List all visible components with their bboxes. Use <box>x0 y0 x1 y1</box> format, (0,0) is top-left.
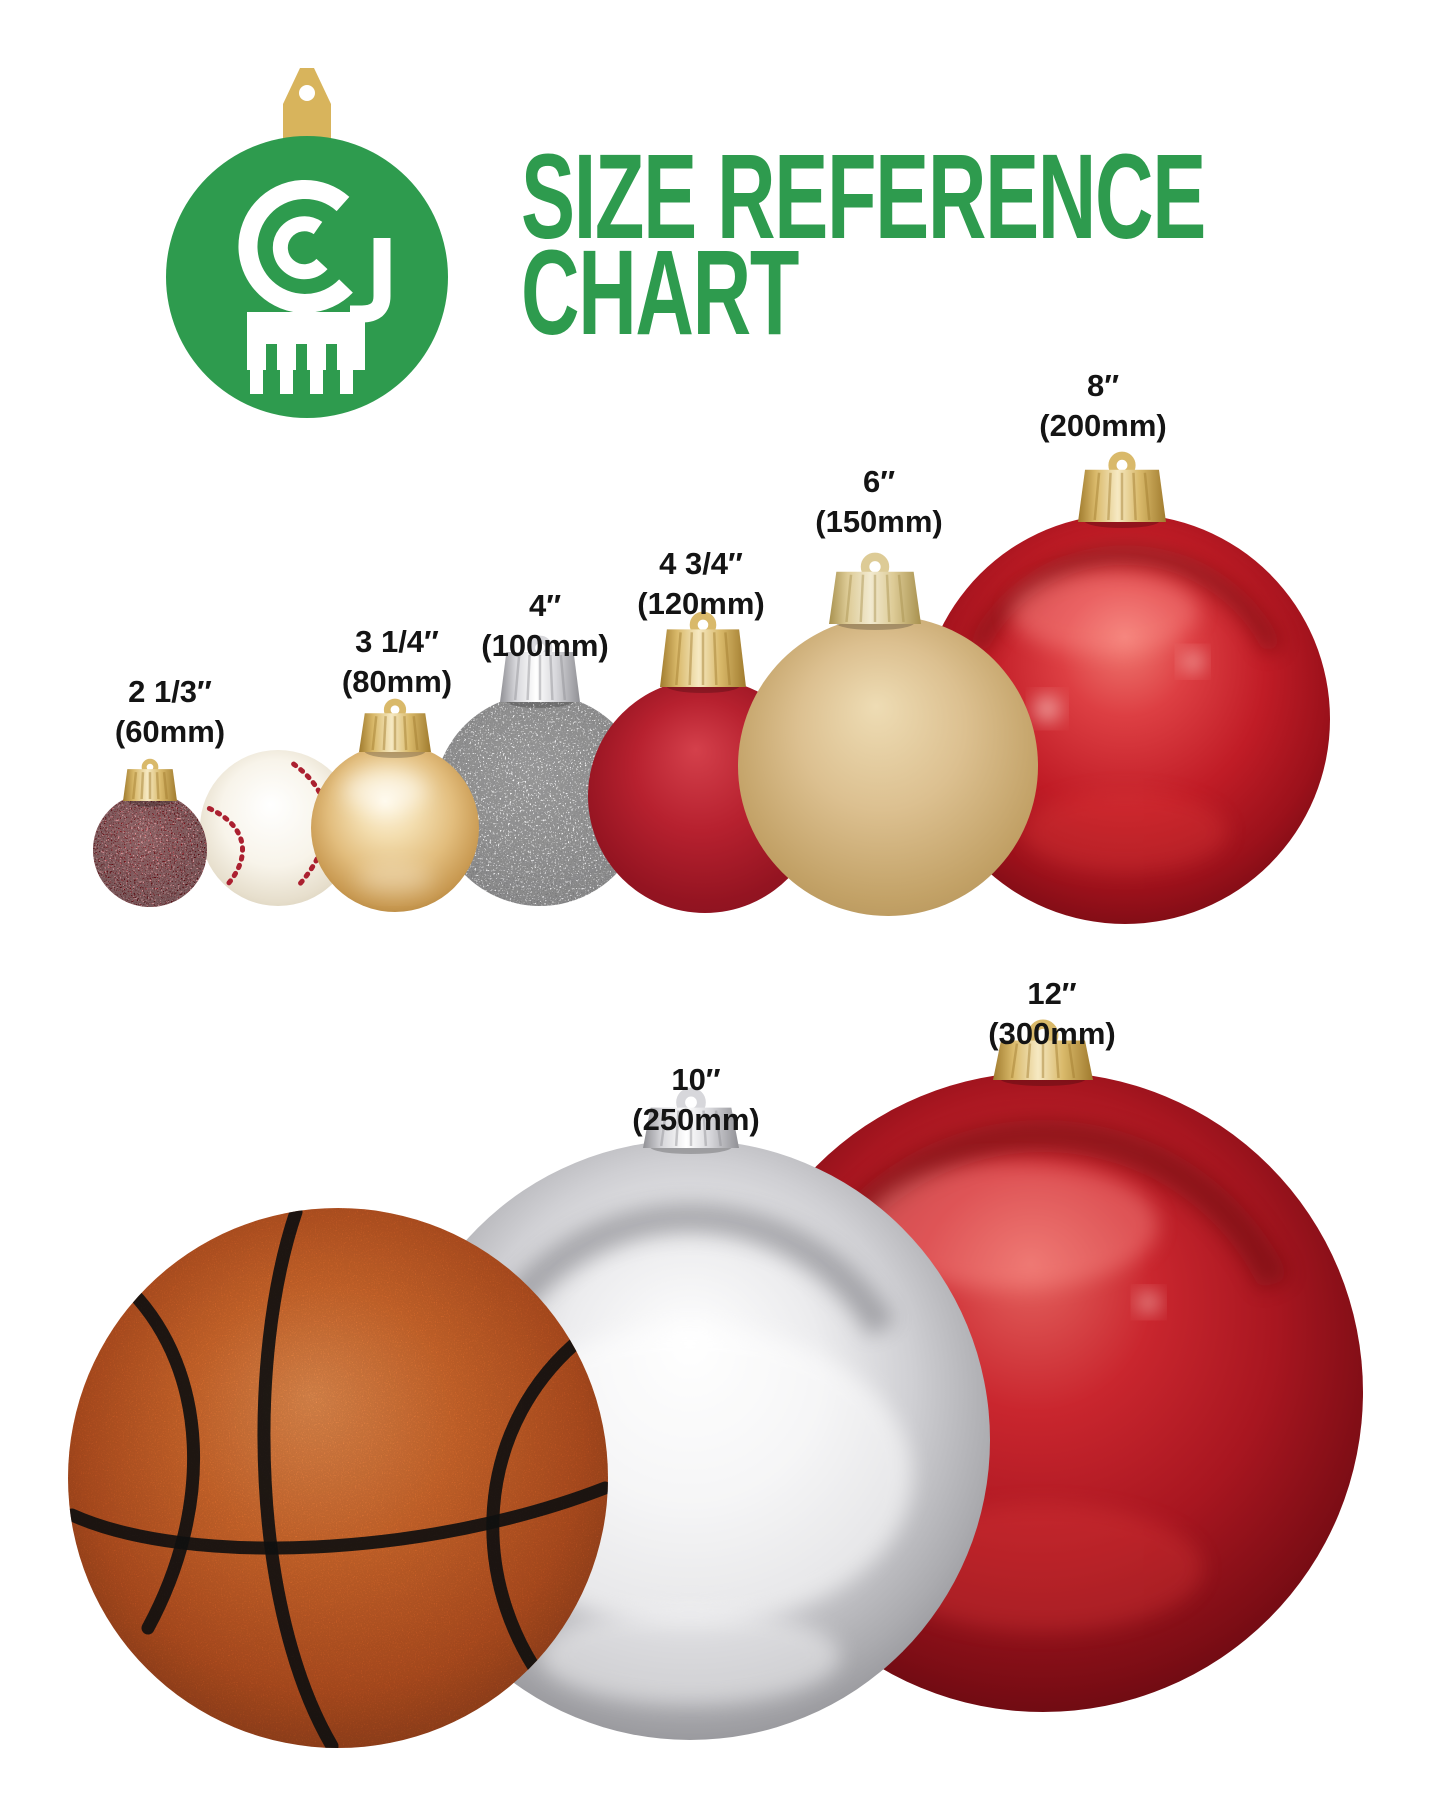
page-title: SIZE REFERENCE CHART <box>521 128 1206 360</box>
page-title-line2: CHART <box>521 224 799 360</box>
size-label-100mm: 4″ (100mm) <box>481 588 609 663</box>
measuring-tape-glyph <box>238 179 391 394</box>
size-label-150mm: 6″ (150mm) <box>815 464 943 539</box>
size-label-120mm: 4 3/4″ (120mm) <box>637 546 765 621</box>
ornament-measuring-tape-icon <box>166 68 448 418</box>
size-label-200mm: 8″ (200mm) <box>1039 368 1167 443</box>
size-label-300mm: 12″ (300mm) <box>988 976 1116 1051</box>
size-label-80mm: 3 1/4″ (80mm) <box>341 624 453 699</box>
page-title-line1: SIZE REFERENCE <box>521 128 1206 264</box>
ornament-cap-hole <box>299 85 315 101</box>
size-label-60mm: 2 1/3″ (60mm) <box>114 674 226 749</box>
ornament-60mm-ball <box>93 758 207 907</box>
ornament-150mm-ball <box>738 552 1038 916</box>
size-label-250mm: 10″ (250mm) <box>632 1062 760 1137</box>
ornament-cap-shape <box>283 68 331 140</box>
ornament-80mm-ball <box>311 698 479 912</box>
baseball-reference <box>200 750 356 906</box>
basketball-reference <box>68 1208 608 1748</box>
